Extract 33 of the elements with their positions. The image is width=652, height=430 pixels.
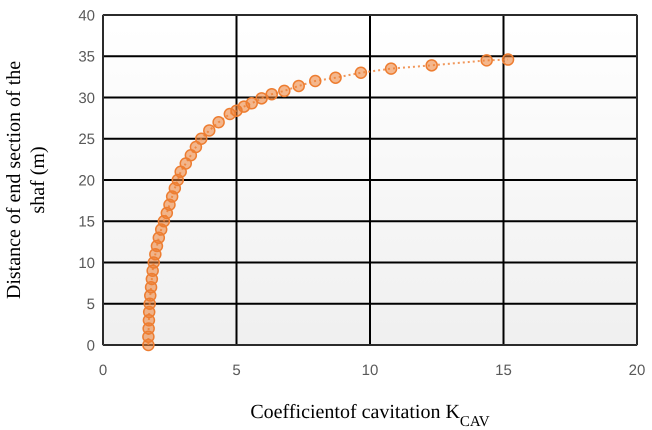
y-tick-label: 25 [78,131,95,148]
point [384,62,398,75]
x-tick-label: 0 [98,362,108,379]
point [480,54,493,67]
point [502,53,514,66]
point [203,124,216,137]
x-tick-label: 10 [362,362,378,379]
y-tick-label: 40 [78,7,95,24]
y-tick-label: 20 [78,172,95,190]
point [255,92,268,105]
y-tick-label: 0 [86,337,95,354]
point [329,71,342,84]
point [425,59,438,72]
point [195,132,208,145]
point [212,116,225,128]
y-tick-label: 30 [78,90,95,107]
y-tick-label: 15 [78,214,95,230]
y-axis-title: Distance of end section of the shaf (m) [3,60,49,300]
point [265,88,278,100]
point [245,97,258,110]
point [292,80,305,92]
x-tick-label: 20 [628,362,646,379]
x-tick-label: 15 [495,362,512,379]
point [354,66,368,79]
point [174,166,187,178]
point [309,74,322,88]
point [278,84,291,98]
x-tick-label: 5 [232,362,241,379]
point [184,149,198,162]
y-tick-label: 35 [78,48,95,66]
y-tick-label: 5 [86,296,95,313]
x-axis-title: Coefficientof cavitation K$_{CAV}$ [250,401,490,430]
y-tick-label: 10 [78,254,95,272]
